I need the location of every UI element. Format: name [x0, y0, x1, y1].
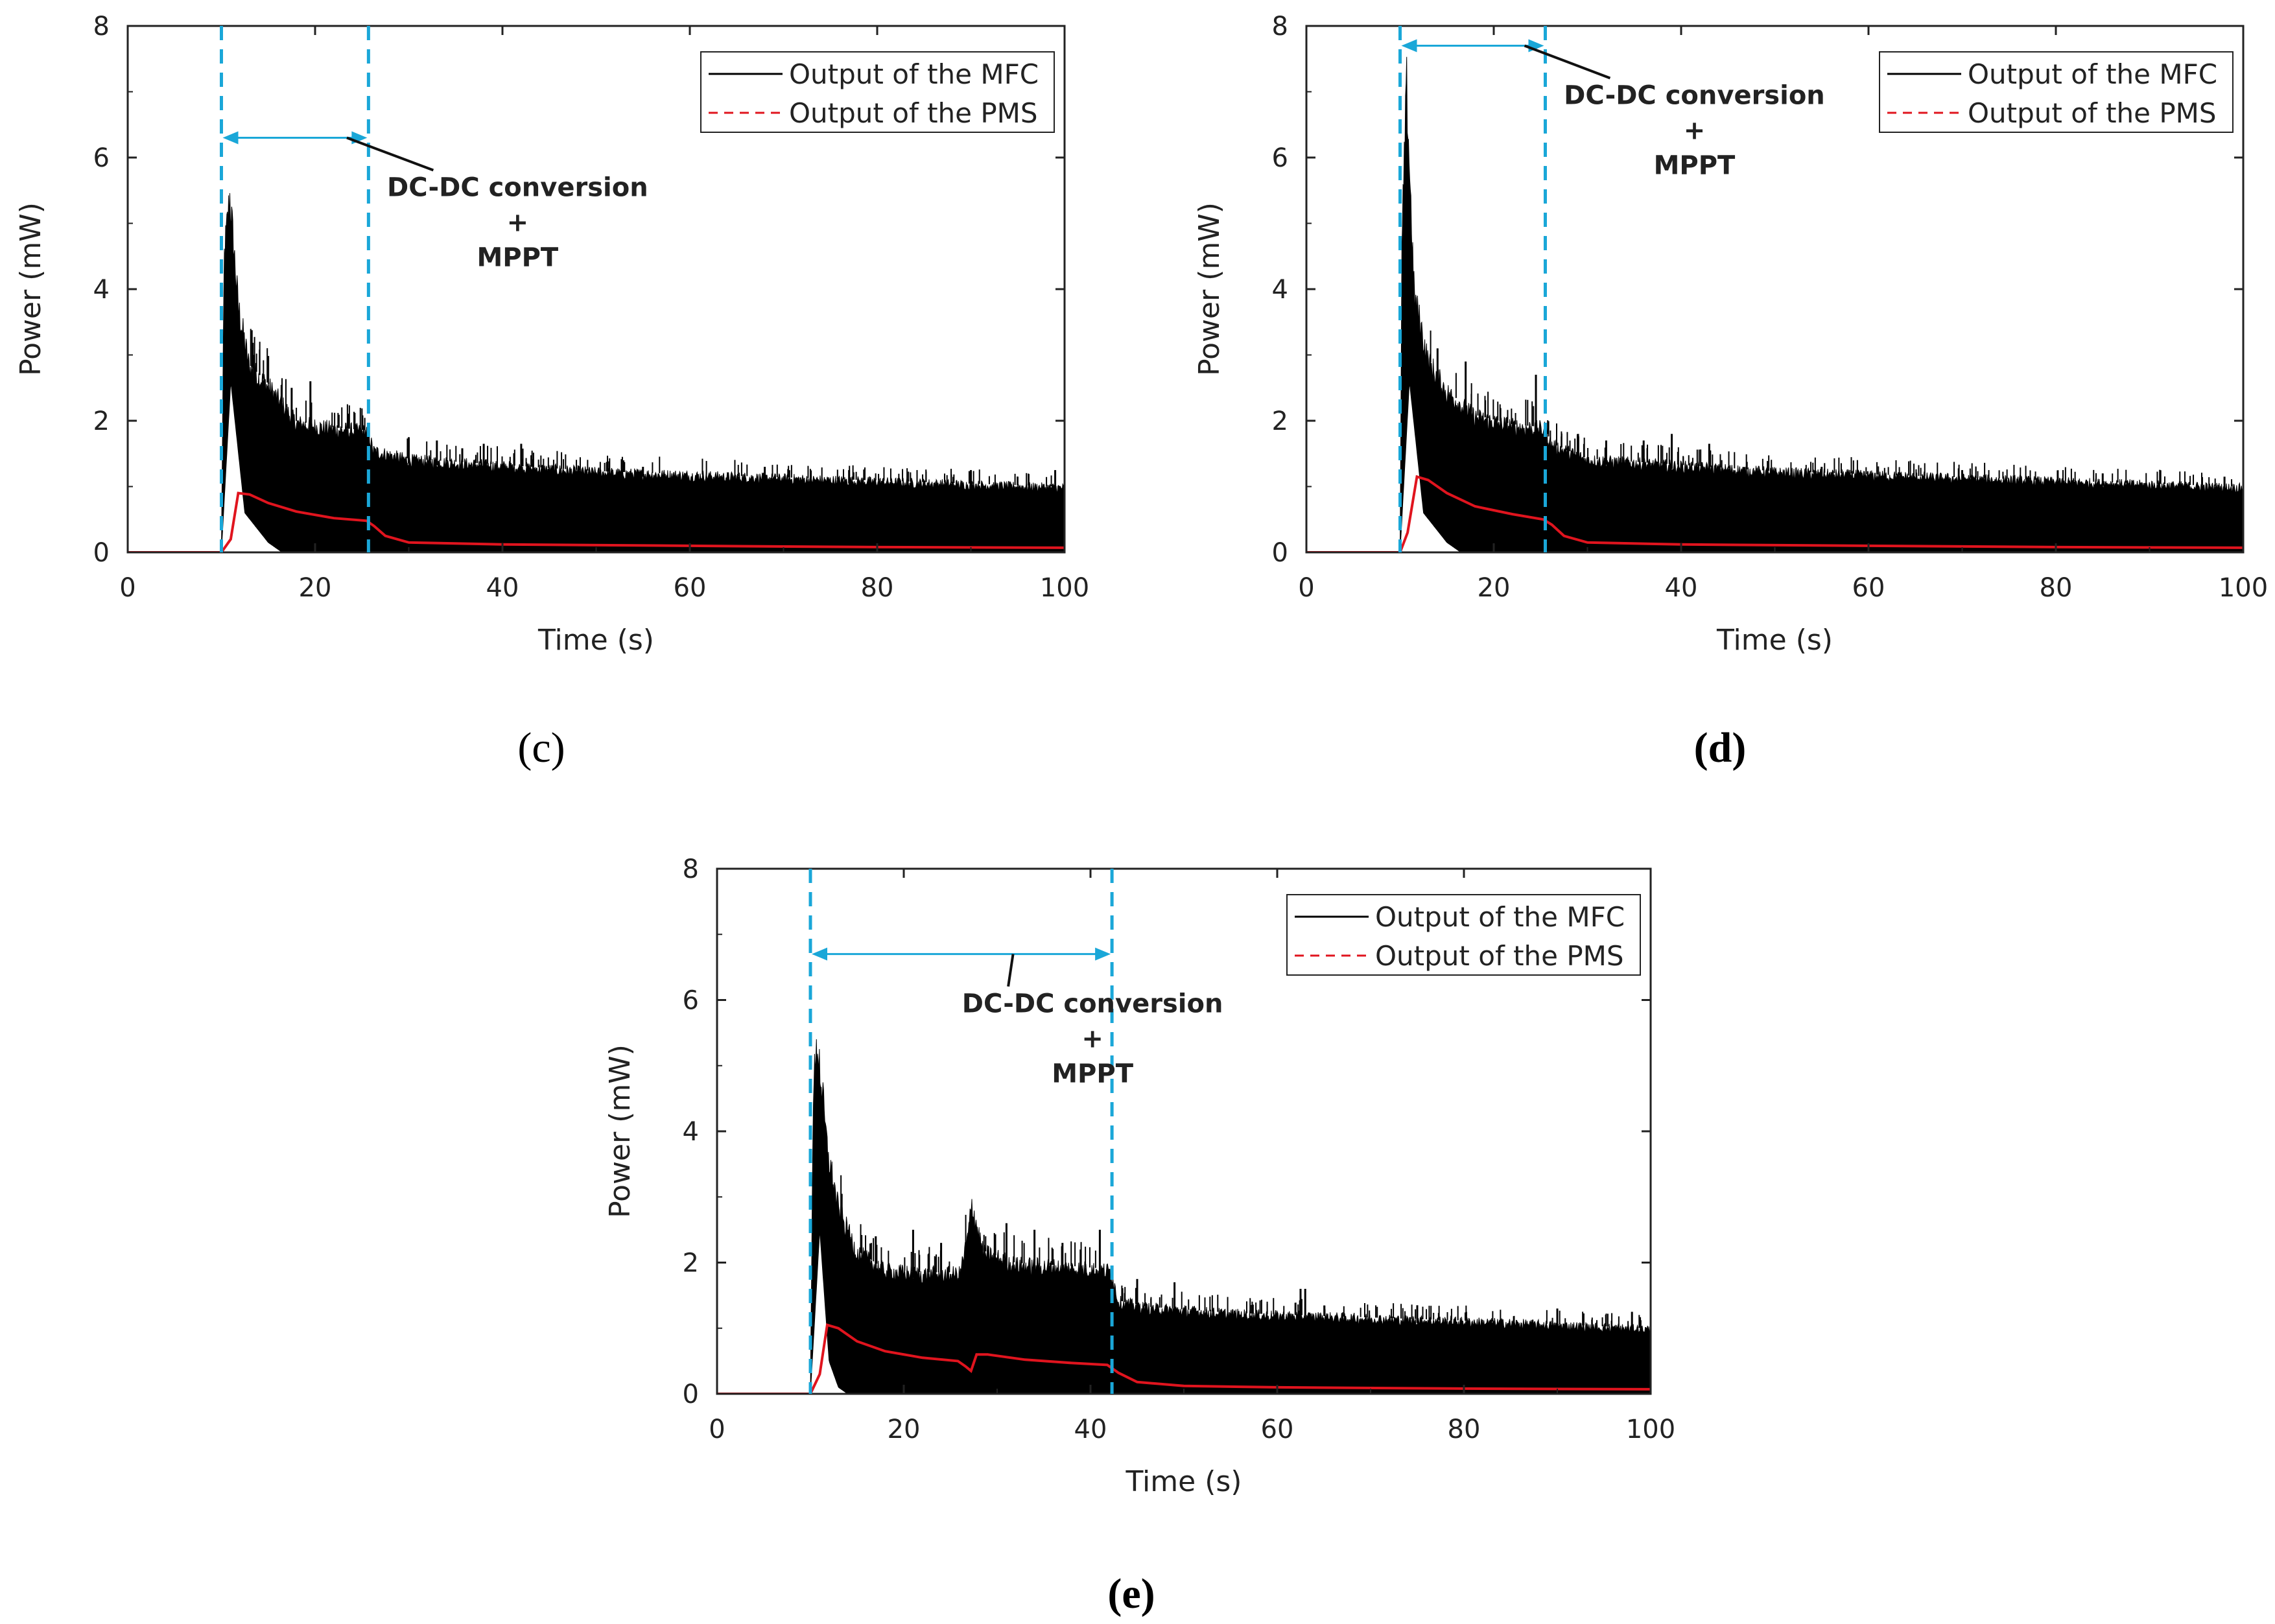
y-tick-label: 2 [1272, 406, 1288, 436]
x-tick-label: 40 [1074, 1415, 1107, 1444]
panel-label-e: (e) [1107, 1570, 1155, 1618]
y-axis-label: Power (mW) [14, 202, 47, 376]
annotation-text: MPPT [1052, 1059, 1133, 1089]
plot-area [1306, 56, 2243, 552]
plot-area [128, 193, 1065, 552]
pms-output-line [1306, 475, 2243, 552]
x-tick-label: 40 [1665, 573, 1698, 603]
y-tick-label: 0 [1272, 538, 1288, 568]
x-axis-label: Time (s) [1716, 624, 1833, 657]
annotation-leader-line [346, 136, 434, 172]
y-axis-label: Power (mW) [1193, 202, 1226, 376]
x-tick-label: 0 [1298, 573, 1314, 603]
x-axis-label: Time (s) [1126, 1465, 1242, 1498]
pms-output-line [128, 491, 1065, 552]
legend-label-mfc: Output of the MFC [1968, 58, 2217, 90]
mfc-output-band [1400, 56, 2243, 552]
x-tick-label: 0 [709, 1415, 725, 1444]
annotation-text: + [507, 208, 529, 238]
chart-panel-c: (c) 0 20 40 60 80 100 0 2 4 6 8 Time (s) Power (mW) D… [14, 12, 1089, 771]
x-tick-label: 20 [1478, 573, 1511, 603]
annotation-text: + [1081, 1024, 1103, 1054]
panel-label-c: (c) [517, 724, 565, 771]
legend-label-mfc: Output of the MFC [789, 58, 1039, 90]
y-axis-label: Power (mW) [604, 1044, 637, 1218]
x-tick-label: 100 [1626, 1415, 1675, 1444]
legend-label-mfc: Output of the MFC [1375, 901, 1625, 933]
annotation-text: MPPT [477, 243, 558, 273]
legend-label-pms: Output of the PMS [1968, 97, 2217, 129]
panel-label-d: (d) [1694, 724, 1747, 771]
y-tick-label: 0 [683, 1380, 699, 1409]
y-tick-label: 4 [1272, 275, 1288, 305]
annotation-text: DC-DC conversion [1564, 80, 1825, 110]
y-tick-label: 8 [683, 854, 699, 884]
plot-area [717, 1039, 1651, 1394]
legend-label-pms: Output of the PMS [1375, 940, 1624, 972]
annotation-leader-line [1524, 44, 1611, 80]
annotation-leader-line [1007, 954, 1015, 987]
y-tick-label: 4 [93, 275, 110, 305]
y-tick-label: 6 [1272, 143, 1288, 173]
chart-panel-d: (d) 0 20 40 60 80 100 0 2 4 6 8 Time (s) Power (mW) D… [1193, 12, 2268, 771]
annotation-text: + [1684, 115, 1706, 145]
y-tick-label: 4 [683, 1117, 699, 1147]
mfc-output-band [810, 1039, 1651, 1394]
annotation-arrowhead-right [1095, 947, 1111, 961]
x-tick-label: 0 [119, 573, 136, 603]
x-tick-label: 60 [674, 573, 707, 603]
x-tick-label: 40 [486, 573, 519, 603]
x-tick-label: 80 [1448, 1415, 1481, 1444]
y-tick-label: 2 [93, 406, 110, 436]
x-tick-label: 80 [2040, 573, 2073, 603]
x-tick-label: 60 [1852, 573, 1885, 603]
x-tick-label: 80 [861, 573, 894, 603]
legend-box [1286, 894, 1641, 976]
legend-box [700, 51, 1055, 133]
chart-panel-e: (e) 0 20 40 60 80 100 0 2 4 6 8 Time (s) Power (mW) D… [604, 854, 1675, 1618]
pms-output-line [717, 1323, 1651, 1394]
y-tick-label: 0 [93, 538, 110, 568]
y-tick-label: 6 [683, 986, 699, 1016]
mfc-output-band [221, 193, 1065, 552]
x-tick-label: 100 [2219, 573, 2268, 603]
x-axis-label: Time (s) [537, 624, 654, 657]
annotation-text: MPPT [1654, 150, 1736, 180]
y-tick-label: 6 [93, 143, 110, 173]
annotation-text: DC-DC conversion [962, 989, 1223, 1019]
annotation-arrowhead-left [812, 947, 827, 961]
x-tick-label: 20 [888, 1415, 921, 1444]
annotation-text: DC-DC conversion [387, 173, 648, 203]
y-tick-label: 2 [683, 1249, 699, 1278]
y-tick-label: 8 [93, 12, 110, 41]
legend-label-pms: Output of the PMS [789, 97, 1038, 129]
x-tick-label: 100 [1040, 573, 1089, 603]
legend-box [1879, 51, 2234, 133]
annotation-arrowhead-left [222, 131, 239, 145]
x-tick-label: 20 [299, 573, 332, 603]
y-tick-label: 8 [1272, 12, 1288, 41]
x-tick-label: 60 [1261, 1415, 1294, 1444]
annotation-arrowhead-left [1401, 39, 1417, 53]
